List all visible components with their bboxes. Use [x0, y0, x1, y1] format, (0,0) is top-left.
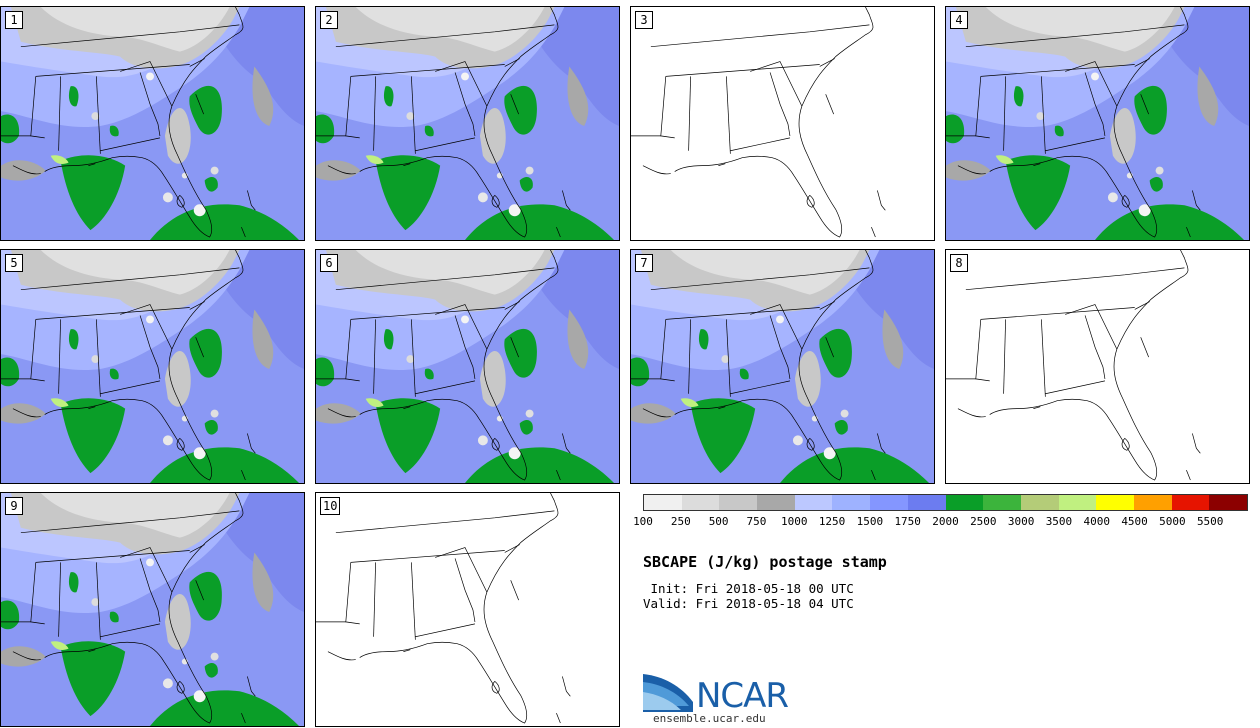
sbcape-colorbar: [643, 494, 1248, 511]
postage-stamp-6[interactable]: 6: [315, 249, 620, 484]
valid-time-label: Valid: Fri 2018-05-18 04 UTC: [643, 596, 854, 611]
sbcape-map-6: [316, 250, 619, 483]
colorbar-segment: [719, 495, 758, 510]
colorbar-segment: [1209, 495, 1247, 510]
postage-stamp-5[interactable]: 5: [0, 249, 305, 484]
colorbar-segment: [1096, 495, 1134, 510]
colorbar-segment: [832, 495, 871, 510]
stamp-number-label: 6: [320, 254, 338, 272]
colorbar-segment: [794, 495, 833, 510]
colorbar-tick: 5000: [1159, 515, 1186, 528]
stamp-number-label: 1: [5, 11, 23, 29]
colorbar-segment: [1133, 495, 1172, 510]
colorbar-tick: 750: [746, 515, 767, 528]
ncar-logo-text: NCAR: [696, 676, 789, 716]
blank-map-8: [946, 250, 1201, 481]
colorbar-segment: [681, 495, 720, 510]
stamp-number-label: 8: [950, 254, 968, 272]
postage-stamp-7[interactable]: 7: [630, 249, 935, 484]
colorbar-tick: 4500: [1121, 515, 1148, 528]
colorbar-tick: 500: [708, 515, 729, 528]
sbcape-map-9: [1, 493, 304, 726]
sbcape-map-4: [946, 7, 1249, 240]
postage-stamp-1[interactable]: 1: [0, 6, 305, 241]
colorbar-tick: 1250: [818, 515, 846, 528]
postage-stamp-9[interactable]: 9: [0, 492, 305, 727]
colorbar-tick: 3000: [1007, 515, 1035, 528]
stamp-number-label: 5: [5, 254, 23, 272]
stamp-number-label: 3: [635, 11, 653, 29]
sbcape-map-5: [1, 250, 304, 483]
stamp-number-label: 9: [5, 497, 23, 515]
stamp-number-label: 2: [320, 11, 338, 29]
stamp-number-label: 10: [320, 497, 341, 515]
colorbar-tick: 3500: [1045, 515, 1073, 528]
colorbar-tick: 250: [670, 515, 691, 528]
colorbar-segment: [983, 495, 1021, 510]
sbcape-map-2: [316, 7, 619, 240]
sbcape-map-7: [631, 250, 934, 483]
colorbar-tick: 2500: [970, 515, 997, 528]
colorbar-tick: 4000: [1083, 515, 1111, 528]
sbcape-map-1: [1, 7, 304, 240]
colorbar-tick: 1750: [894, 515, 921, 528]
postage-stamp-2[interactable]: 2: [315, 6, 620, 241]
colorbar-segment: [870, 495, 908, 510]
colorbar-tick-labels: 100 250 500 750 1000 1250 1500 1750 2000 2500 3000…: [633, 515, 1248, 531]
init-time-label: Init: Fri 2018-05-18 00 UTC: [643, 581, 854, 596]
ncar-logo-icon: [643, 674, 693, 712]
stamp-number-label: 7: [635, 254, 653, 272]
colorbar-segment: [1020, 495, 1059, 510]
postage-stamp-4[interactable]: 4: [945, 6, 1250, 241]
colorbar-segment: [1171, 495, 1210, 510]
postage-stamp-3[interactable]: 3: [630, 6, 935, 241]
product-title: SBCAPE (J/kg) postage stamp: [643, 553, 887, 571]
colorbar-segment: [907, 495, 946, 510]
blank-map-10: [316, 493, 571, 724]
colorbar-tick: 1000: [781, 515, 808, 528]
colorbar-segment: [757, 495, 795, 510]
postage-stamp-8[interactable]: 8: [945, 249, 1250, 484]
ensemble-url-link[interactable]: ensemble.ucar.edu: [653, 712, 766, 725]
colorbar-tick: 2000: [932, 515, 959, 528]
blank-map-3: [631, 7, 886, 238]
colorbar-tick: 100: [633, 515, 653, 528]
colorbar-segment: [644, 495, 682, 510]
postage-stamp-10[interactable]: 10: [315, 492, 620, 727]
colorbar-segment: [1058, 495, 1097, 510]
colorbar-tick: 5500: [1196, 515, 1224, 528]
stamp-number-label: 4: [950, 11, 968, 29]
colorbar-tick: 1500: [856, 515, 884, 528]
colorbar-segment: [945, 495, 984, 510]
